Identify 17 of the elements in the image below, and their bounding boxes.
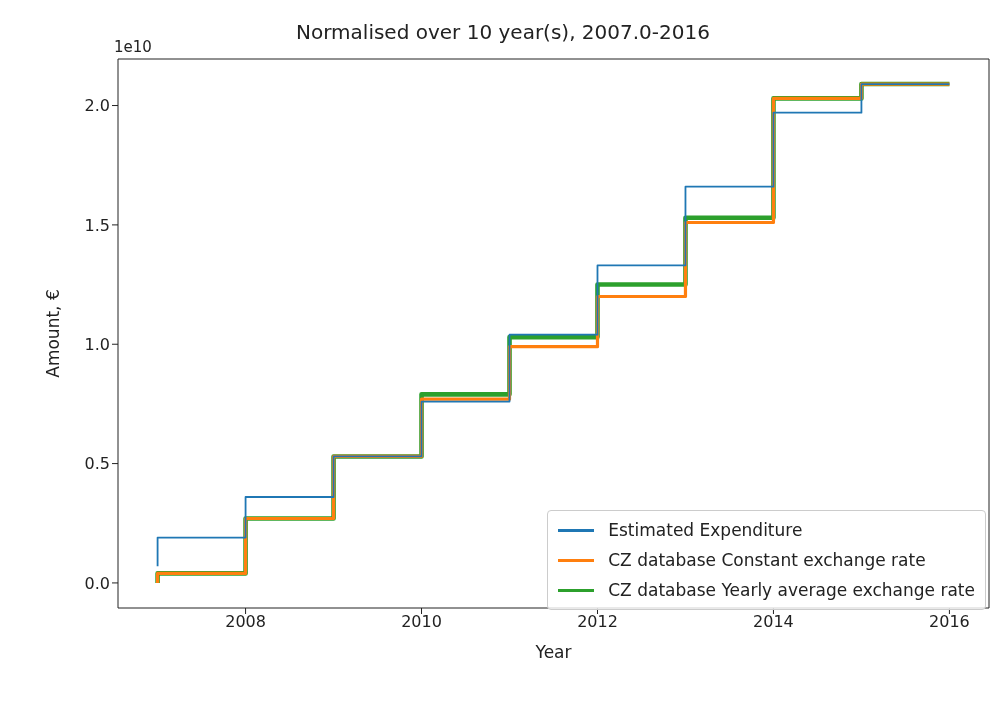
y-tick-label: 1.5 (84, 215, 110, 235)
x-tick-label: 2016 (929, 612, 970, 632)
legend-label: CZ database Yearly average exchange rate (608, 579, 975, 602)
y-tick-label: 1.0 (84, 334, 110, 354)
text: 1e10 (114, 38, 152, 56)
y-tick-label: 0.0 (84, 573, 110, 593)
chart-title: Normalised over 10 year(s), 2007.0-2016 (296, 20, 710, 44)
legend-label: Estimated Expenditure (608, 519, 803, 542)
x-tick-label: 2008 (225, 612, 266, 632)
y-axis-title: Amount, € (43, 289, 64, 378)
legend-label: CZ database Constant exchange rate (608, 549, 926, 572)
y-tick-label: 0.5 (84, 454, 110, 474)
y-tick-label: 2.0 (84, 96, 110, 116)
x-tick-label: 2010 (401, 612, 442, 632)
x-axis-title: Year (534, 642, 572, 662)
x-tick-label: 2012 (577, 612, 618, 632)
x-tick-label: 2014 (753, 612, 794, 632)
